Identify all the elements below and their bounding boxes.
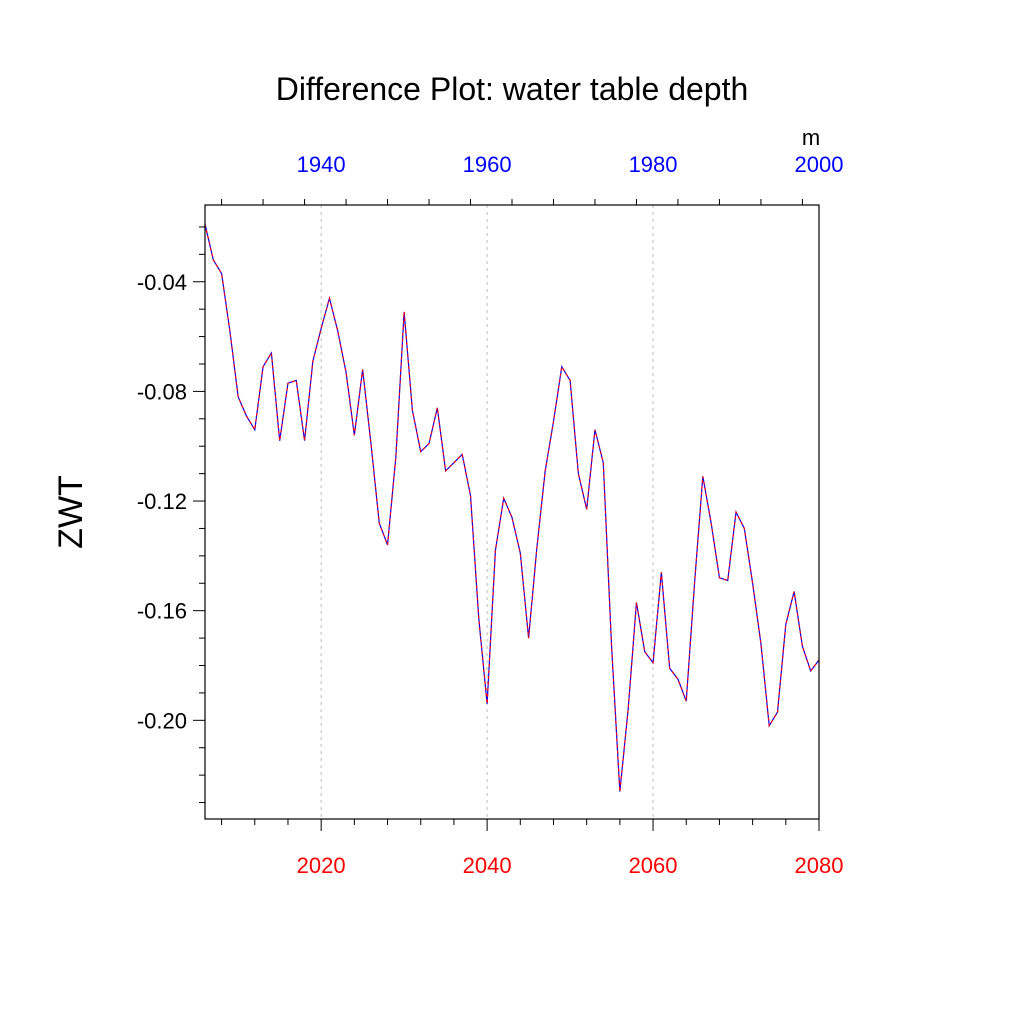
units-label: m [802, 125, 820, 150]
y-axis-label: ZWT [52, 475, 90, 549]
y-tick-label: -0.08 [137, 379, 187, 404]
x-top-tick-label: 1940 [297, 152, 346, 177]
data-series [204, 224, 820, 792]
y-tick-label: -0.16 [137, 599, 187, 624]
chart-title: Difference Plot: water table depth [276, 71, 749, 107]
axis-ticks [193, 199, 820, 831]
series-line-dashed [204, 224, 820, 792]
x-bottom-tick-label: 2040 [463, 853, 512, 878]
x-top-tick-label: 2000 [795, 152, 844, 177]
x-top-tick-label: 1960 [463, 152, 512, 177]
x-bottom-tick-label: 2060 [629, 853, 678, 878]
x-bottom-tick-label: 2080 [795, 853, 844, 878]
plot-frame [204, 204, 820, 820]
tick-labels: -0.04 -0.08 -0.12 -0.16 -0.20 2020 2040 2060 208… [137, 152, 844, 878]
gridlines [320, 205, 654, 819]
series-line [204, 224, 820, 792]
y-tick-label: -0.04 [137, 270, 187, 295]
x-top-tick-label: 1980 [629, 152, 678, 177]
x-bottom-tick-label: 2020 [297, 853, 346, 878]
y-tick-label: -0.20 [137, 708, 187, 733]
y-tick-label: -0.12 [137, 489, 187, 514]
